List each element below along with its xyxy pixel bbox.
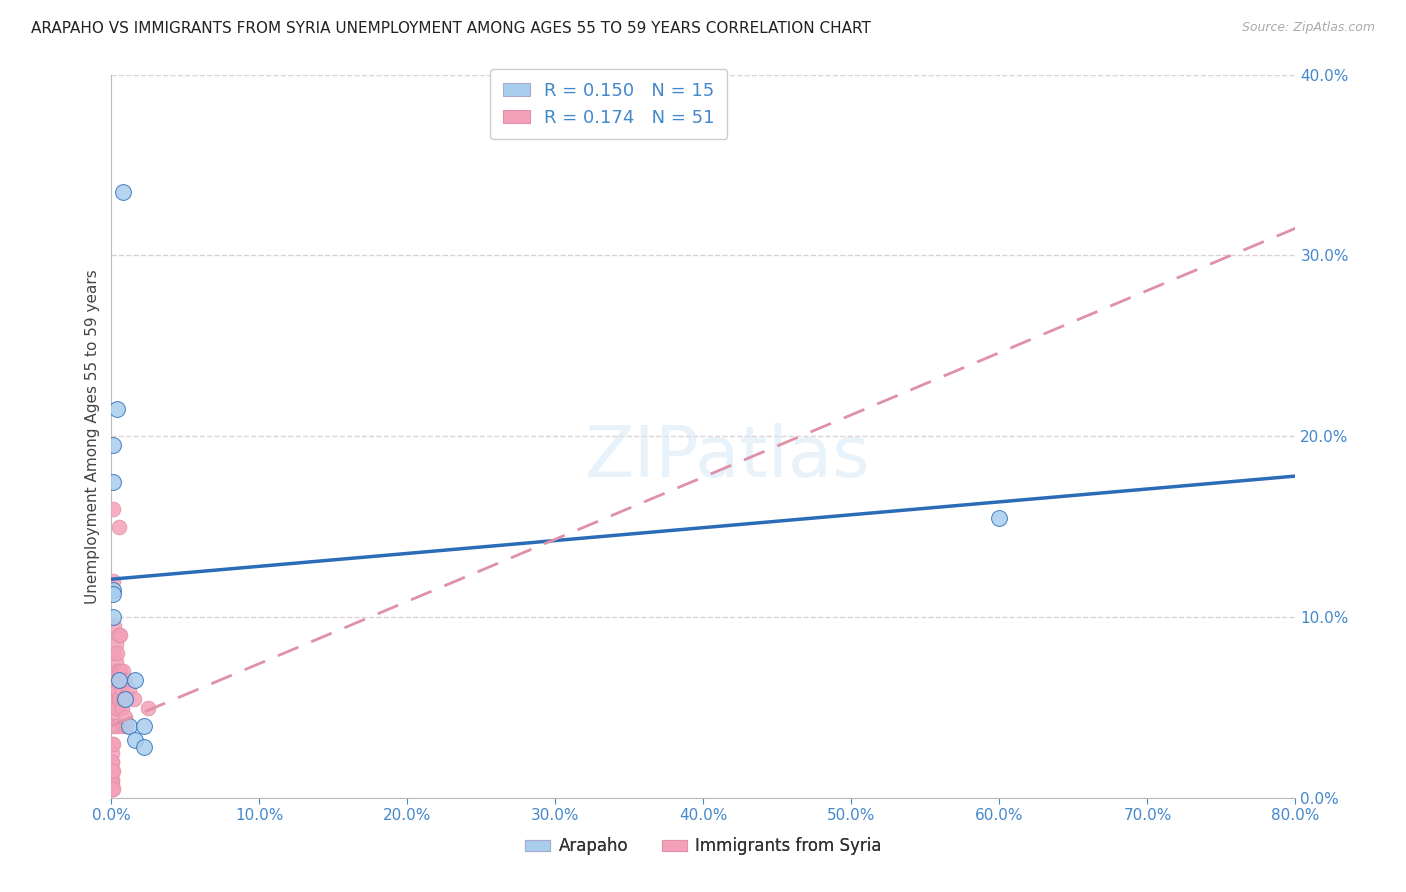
Point	[112, 691, 135, 706]
Point	[101, 776, 124, 790]
Point	[122, 691, 145, 706]
Point	[112, 185, 135, 199]
Text: ARAPAHO VS IMMIGRANTS FROM SYRIA UNEMPLOYMENT AMONG AGES 55 TO 59 YEARS CORRELAT: ARAPAHO VS IMMIGRANTS FROM SYRIA UNEMPLO…	[31, 21, 870, 36]
Point	[110, 628, 132, 642]
Point	[101, 475, 124, 489]
Point	[101, 673, 124, 688]
Point	[105, 682, 128, 697]
Point	[124, 733, 146, 747]
Point	[101, 501, 124, 516]
Point	[114, 691, 136, 706]
Point	[101, 782, 124, 797]
Point	[101, 610, 124, 624]
Point	[101, 691, 124, 706]
Point	[105, 700, 128, 714]
Point	[124, 673, 146, 688]
Point	[101, 574, 124, 588]
Point	[101, 582, 124, 597]
Point	[103, 619, 125, 633]
Point	[101, 719, 124, 733]
Point	[101, 764, 124, 778]
Point	[108, 691, 131, 706]
Point	[103, 691, 125, 706]
Point	[104, 637, 127, 651]
Point	[111, 700, 134, 714]
Point	[101, 755, 124, 769]
Point	[103, 673, 125, 688]
Legend: Arapaho, Immigrants from Syria: Arapaho, Immigrants from Syria	[519, 830, 889, 862]
Point	[108, 628, 131, 642]
Point	[101, 772, 124, 787]
Y-axis label: Unemployment Among Ages 55 to 59 years: Unemployment Among Ages 55 to 59 years	[86, 268, 100, 604]
Point	[105, 665, 128, 679]
Point	[103, 646, 125, 660]
Point	[114, 709, 136, 723]
Point	[101, 746, 124, 760]
Point	[110, 665, 132, 679]
Text: Source: ZipAtlas.com: Source: ZipAtlas.com	[1241, 21, 1375, 34]
Point	[115, 719, 138, 733]
Point	[112, 719, 135, 733]
Point	[111, 682, 134, 697]
Point	[101, 782, 124, 797]
Point	[104, 700, 127, 714]
Point	[104, 682, 127, 697]
Point	[112, 665, 135, 679]
Point	[101, 755, 124, 769]
Point	[101, 737, 124, 751]
Point	[105, 646, 128, 660]
Point	[101, 587, 124, 601]
Point	[115, 691, 138, 706]
Point	[138, 700, 160, 714]
Text: ZIPatlas: ZIPatlas	[585, 424, 870, 492]
Point	[101, 709, 124, 723]
Point	[108, 520, 131, 534]
Point	[132, 719, 155, 733]
Point	[101, 772, 124, 787]
Point	[101, 646, 124, 660]
Point	[101, 438, 124, 452]
Point	[105, 402, 128, 417]
Point	[108, 665, 131, 679]
Point	[108, 673, 131, 688]
Point	[105, 719, 128, 733]
Point	[132, 740, 155, 755]
Point	[988, 510, 1011, 524]
Point	[101, 764, 124, 778]
Point	[118, 682, 141, 697]
Point	[114, 673, 136, 688]
Point	[101, 764, 124, 778]
Point	[118, 719, 141, 733]
Point	[101, 737, 124, 751]
Point	[104, 656, 127, 670]
